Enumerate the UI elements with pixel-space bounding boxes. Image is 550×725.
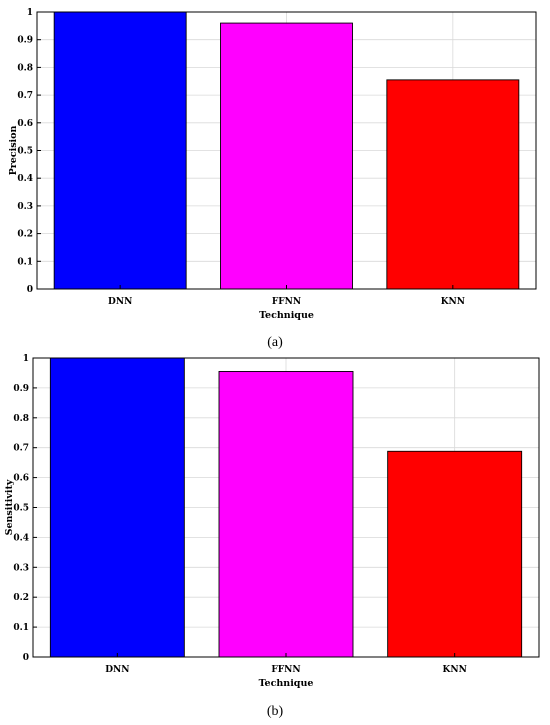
y-tick-label: 0.6 — [13, 474, 29, 484]
y-tick-label: 0 — [27, 285, 33, 295]
y-axis-label: Sensitivity — [4, 479, 15, 535]
y-tick-label: 0.8 — [13, 414, 29, 424]
bar-ffnn — [218, 371, 354, 658]
x-axis-label: Technique — [259, 678, 314, 689]
sensitivity-chart: 0 0.1 0.2 0.3 0.4 0.5 0.6 0.7 0.8 0.9 1 DNN FFNN KNN T… — [4, 354, 540, 719]
bar-dnn — [53, 11, 187, 290]
y-tick-label: 0 — [23, 653, 29, 663]
bar-knn — [387, 450, 523, 658]
x-tick-label: KNN — [443, 665, 467, 675]
chart-panel-b: 0 0.1 0.2 0.3 0.4 0.5 0.6 0.7 0.8 0.9 1 DNN FFNN KNN T… — [0, 340, 550, 725]
y-tick-label: 0.8 — [17, 63, 33, 73]
x-tick-label: FFNN — [272, 297, 301, 307]
y-tick-label: 0.3 — [13, 563, 29, 573]
y-tick-label: 0.5 — [13, 504, 29, 514]
x-axis-label: Technique — [259, 310, 314, 321]
y-tick-label: 0.7 — [13, 444, 29, 454]
panel-caption: (a) — [267, 335, 283, 350]
y-tick-label: 0.1 — [17, 257, 33, 267]
bar-knn — [386, 79, 520, 290]
x-tick-label: DNN — [105, 665, 129, 675]
y-tick-label: 0.9 — [13, 384, 29, 394]
y-axis-label: Precision — [8, 126, 19, 176]
precision-chart: 0 0.1 0.2 0.3 0.4 0.5 0.6 0.7 0.8 0.9 1 DNN FFNN KNN T… — [8, 8, 537, 350]
x-tick-label: FFNN — [271, 665, 300, 675]
chart-panel-a: 0 0.1 0.2 0.3 0.4 0.5 0.6 0.7 0.8 0.9 1 DNN FFNN KNN T… — [0, 0, 550, 360]
y-tick-label: 1 — [23, 354, 29, 364]
y-tick-label: 0.3 — [17, 202, 33, 212]
y-tick-label: 0.5 — [17, 147, 33, 157]
x-tick-label: KNN — [441, 297, 465, 307]
y-tick-label: 0.1 — [13, 623, 29, 633]
y-tick-label: 0.6 — [17, 119, 33, 129]
y-tick-label: 1 — [27, 8, 33, 18]
y-tick-label: 0.2 — [17, 230, 33, 240]
x-tick-label: DNN — [108, 297, 132, 307]
y-tick-label: 0.9 — [17, 36, 33, 46]
y-tick-label: 0.4 — [13, 533, 29, 543]
y-tick-label: 0.2 — [13, 593, 29, 603]
bar-ffnn — [220, 22, 353, 290]
y-tick-label: 0.4 — [17, 174, 33, 184]
y-tick-label: 0.7 — [17, 91, 33, 101]
bar-dnn — [49, 357, 185, 658]
panel-caption: (b) — [267, 704, 284, 719]
